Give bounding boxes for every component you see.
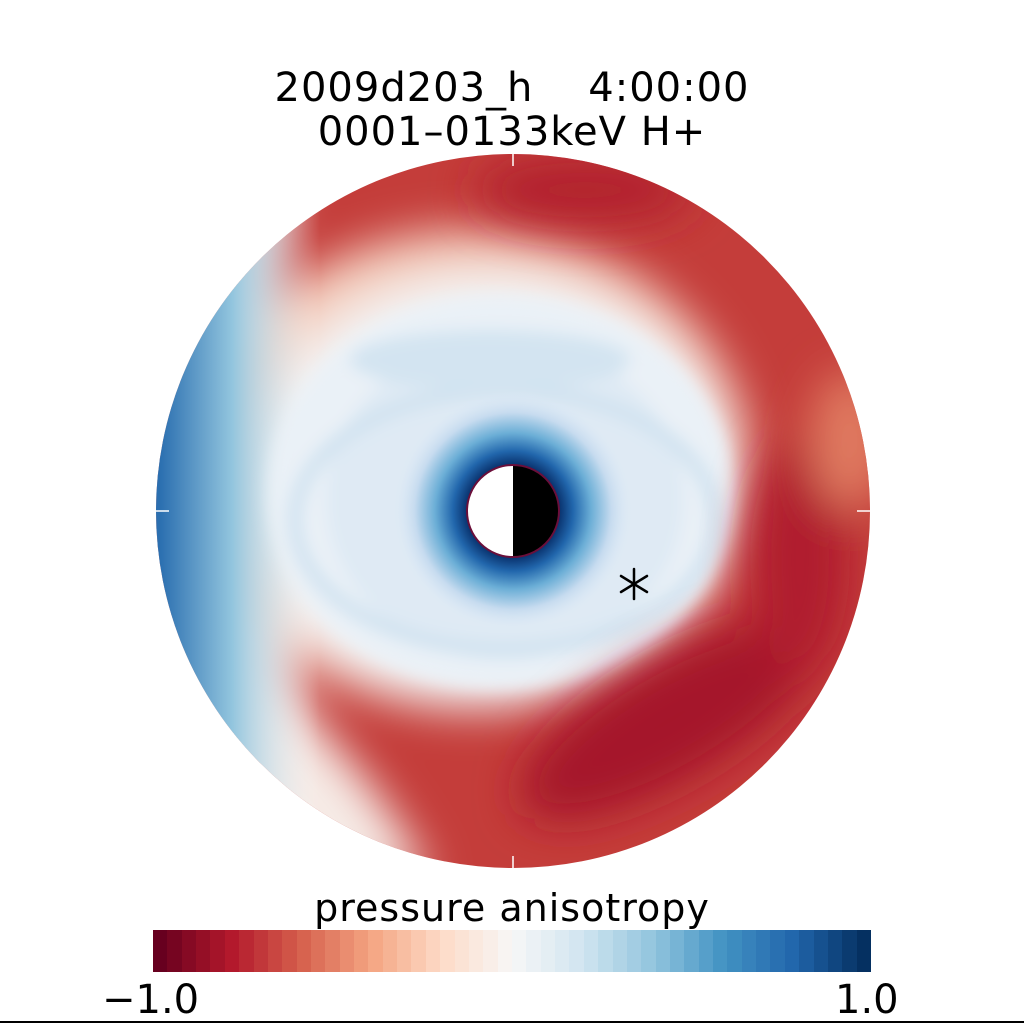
axis-ticks [155,152,871,870]
colorbar-segment [181,930,197,972]
colorbar-segment [598,930,613,972]
colorbar-segment [540,930,556,972]
colorbar-segment [827,930,843,972]
colorbar-segment [339,930,355,972]
colorbar-segment [411,930,426,972]
colorbar-segment [354,930,369,972]
colorbar-segment [727,930,742,972]
colorbar-segment [382,930,398,972]
colorbar-label: pressure anisotropy [314,886,710,930]
colorbar-segment [253,930,268,972]
colorbar-segment [497,930,512,972]
colorbar-segment [483,930,498,972]
colorbar-segment [741,930,757,972]
colorbar-segment [856,930,871,972]
colorbar-segment [641,930,656,972]
colorbar-segment [770,930,785,972]
colorbar-segment [612,930,627,972]
chart-subtitle: 0001–0133keV H+ [317,109,707,155]
colorbar-min-label: −1.0 [102,977,200,1023]
colorbar-segment [325,930,340,972]
colorbar-segment [425,930,441,972]
colorbar-segment [511,930,527,972]
colorbar-segment [569,930,584,972]
colorbar-segment [583,930,599,972]
colorbar-segment [368,930,383,972]
earth-icon [466,464,560,558]
colorbar-segment [784,930,800,972]
colorbar-segment [684,930,699,972]
colorbar-segment [239,930,254,972]
colorbar-segment [526,930,541,972]
colorbar-segment [813,930,828,972]
bottom-border [0,1021,1024,1023]
colorbar-segment [713,930,728,972]
colorbar-segment [842,930,857,972]
colorbar-segment [698,930,714,972]
colorbar-segment [440,930,455,972]
colorbar-segment [468,930,484,972]
colorbar-segment [167,930,182,972]
colorbar-segment [224,930,240,972]
chart-title: 2009d203_h 4:00:00 [274,65,750,111]
colorbar-segment [454,930,469,972]
colorbar-segment [196,930,211,972]
colorbar-segment [397,930,412,972]
colorbar-segment [626,930,642,972]
colorbar-segment [756,930,771,972]
colorbar-segment [210,930,225,972]
colorbar-segment [282,930,297,972]
colorbar-segment [655,930,670,972]
colorbar-segment [296,930,311,972]
asterisk-marker [619,567,649,601]
colorbar-max-label: 1.0 [835,977,899,1023]
colorbar-segment [310,930,326,972]
colorbar-segment [799,930,814,972]
colorbar-segment [267,930,283,972]
colorbar-segment [555,930,570,972]
colorbar-segment [669,930,685,972]
colorbar [153,930,871,972]
colorbar-segment [153,930,168,972]
